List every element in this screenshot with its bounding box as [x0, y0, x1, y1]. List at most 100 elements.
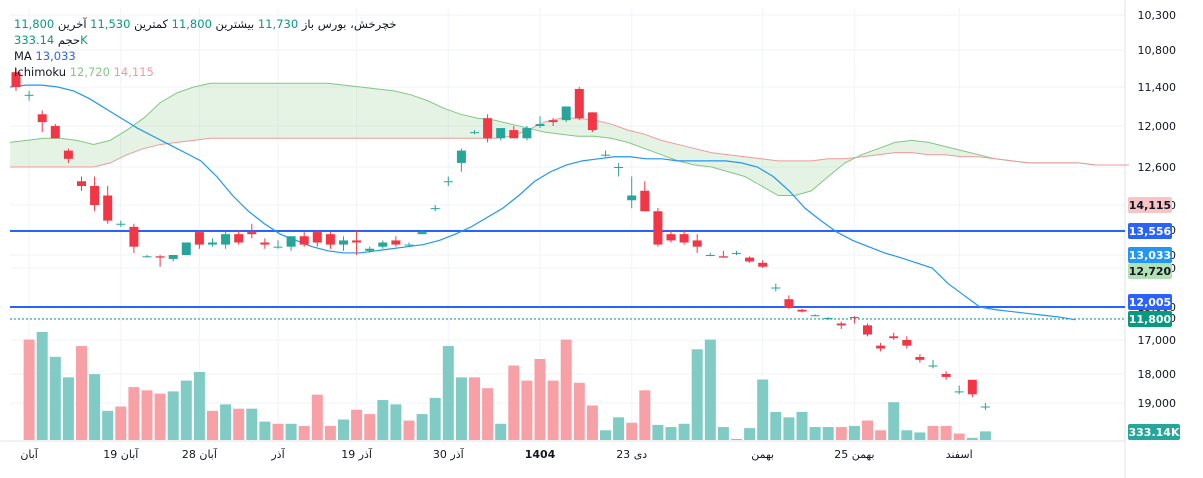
volume-bar — [534, 359, 546, 440]
candle-body — [63, 150, 73, 159]
time-axis[interactable]: آبان 19 آبان 28 آبان آذر 19 آذر 30 آذر 1404 23 … — [20, 447, 972, 461]
candle-body — [810, 315, 820, 317]
volume-bar — [495, 423, 507, 440]
price-tag-label: 13,033 — [1129, 249, 1171, 262]
price-tag-bg — [1128, 424, 1180, 440]
volume-bars — [23, 332, 991, 440]
volume-bar — [639, 390, 651, 440]
low-value: 11,530 — [90, 17, 131, 31]
candle-body — [50, 126, 60, 139]
candle-body — [247, 232, 257, 235]
y-tick-label: 10,300 — [1138, 9, 1177, 22]
y-tick-label: 12,000 — [1138, 120, 1177, 133]
volume-bar — [783, 417, 795, 440]
candle-body — [758, 262, 768, 267]
volume-bar — [822, 427, 834, 440]
candle-body — [705, 255, 715, 256]
candle-body — [365, 248, 375, 251]
volume-bar — [586, 405, 598, 440]
volume-bar — [141, 390, 153, 440]
ichimoku-cloud — [9, 82, 1129, 196]
candle-body — [142, 256, 152, 258]
candle-body — [181, 242, 191, 255]
volume-bar — [429, 397, 441, 440]
price-tags: 14,115 13,556 13,033 12,720 12,005 11,800 333.… — [1128, 197, 1180, 440]
candle-body — [653, 211, 663, 245]
volume-bar — [508, 365, 520, 440]
chart-legend: خچرخش، بورس باز 11,730 بیشترین 11,800 کم… — [14, 16, 396, 80]
ichimoku-a-value: 12,720 — [69, 65, 110, 79]
volume-bar — [704, 339, 716, 440]
volume-bar — [272, 423, 284, 440]
candle-body — [483, 118, 493, 139]
candle-body — [312, 232, 322, 243]
volume-label: حجم — [57, 33, 81, 47]
candle-body — [299, 236, 309, 245]
volume-bar — [901, 430, 913, 440]
high-label: بیشترین — [215, 17, 255, 31]
ma-label: MA — [14, 49, 32, 63]
volume-bar — [36, 332, 48, 440]
cloud-fill — [10, 83, 1129, 196]
volume-bar — [76, 346, 87, 440]
candle-body — [234, 234, 244, 243]
volume-bar — [167, 391, 179, 440]
volume-bar — [717, 427, 729, 440]
y-tick-label: 19,000 — [1138, 397, 1177, 410]
y-tick-label: 12,600 — [1138, 161, 1177, 174]
candle-body — [208, 242, 217, 245]
x-tick-label: 19 آذر — [341, 447, 373, 461]
volume-row: حجم 333.14K — [14, 32, 396, 48]
volume-bar — [979, 431, 991, 440]
volume-bar — [770, 411, 782, 440]
candle-body — [77, 181, 86, 186]
volume-bar — [469, 377, 480, 440]
x-tick-label: آذر — [270, 447, 285, 461]
volume-bar — [757, 379, 769, 440]
volume-bar — [652, 424, 664, 440]
open-label: باز — [301, 17, 315, 31]
volume-bar — [835, 427, 847, 440]
span-a-line — [9, 82, 1129, 196]
candle-body — [116, 223, 126, 225]
candle-body — [548, 120, 558, 123]
volume-bar — [128, 387, 140, 440]
volume-bar — [102, 410, 114, 440]
candle-body — [587, 112, 597, 131]
x-tick-label: 25 بهمن — [834, 448, 874, 461]
volume-bar — [442, 346, 454, 440]
volume-bar — [888, 402, 900, 440]
candle-body — [980, 406, 990, 408]
volume-bar — [482, 388, 494, 440]
y-tick-label: 17,000 — [1138, 334, 1177, 347]
volume-bar — [403, 420, 415, 440]
x-tick-label: 19 آبان — [103, 447, 139, 461]
volume-bar — [665, 427, 677, 440]
candle-body — [863, 325, 872, 335]
price-tag-bg — [1128, 311, 1172, 327]
volume-bar — [809, 427, 821, 440]
low-label: کمترین — [134, 17, 168, 31]
candle-body — [260, 242, 270, 245]
volume-bar — [377, 400, 389, 440]
candle-body — [325, 234, 335, 245]
volume-bar — [691, 349, 703, 440]
x-tick-label: اسفند — [946, 448, 973, 461]
candle-body — [273, 246, 283, 248]
volume-bar — [547, 380, 559, 440]
x-tick-label: 23 دی — [616, 448, 647, 461]
price-tag-bg — [1128, 223, 1172, 239]
price-tag-bg — [1128, 263, 1172, 279]
volume-bar — [848, 425, 860, 440]
volume-bar — [600, 430, 611, 440]
candle-body — [941, 374, 951, 377]
candle-body — [784, 299, 794, 308]
volume-bar — [927, 425, 939, 440]
candle-body — [509, 130, 519, 139]
candle-body — [11, 72, 21, 87]
candle-body — [103, 195, 113, 221]
candle-body — [666, 234, 676, 241]
volume-bar — [351, 409, 363, 440]
ma-value: 13,033 — [35, 49, 76, 63]
